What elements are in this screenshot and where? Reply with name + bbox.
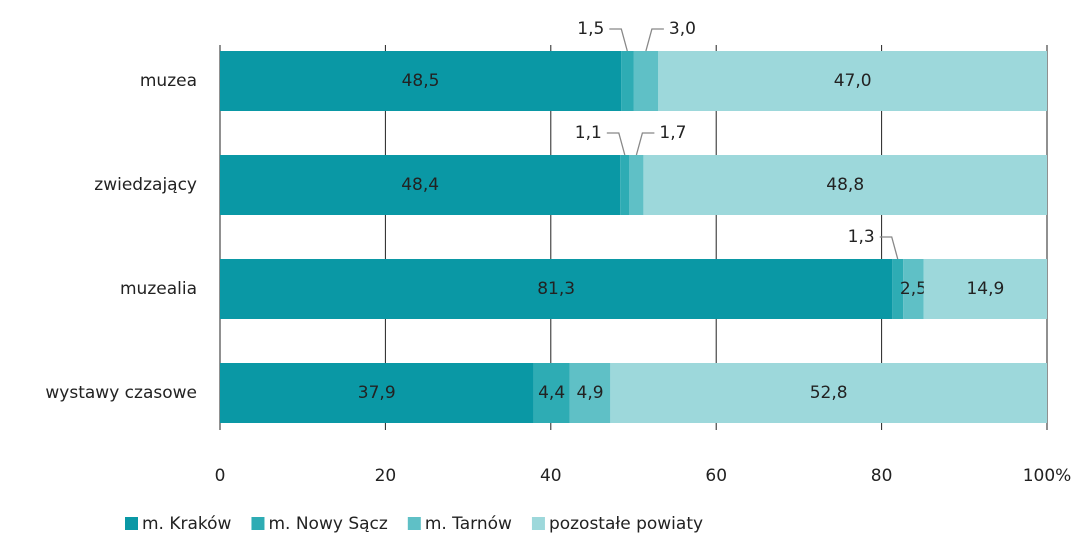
value-label: 48,5 (402, 71, 440, 91)
bar-segment (923, 259, 1047, 319)
value-label: 52,8 (810, 383, 848, 403)
legend-swatch (407, 517, 421, 530)
callout-line (606, 132, 626, 156)
legend-label: m. Kraków (142, 514, 232, 534)
value-label: 4,4 (538, 383, 565, 403)
x-tick-label: 80 (871, 466, 893, 486)
value-label: 48,4 (401, 175, 439, 195)
callout-line (879, 236, 899, 260)
value-label: 1,1 (575, 123, 602, 143)
bar-segment (892, 259, 904, 319)
value-label: 37,9 (358, 383, 396, 403)
bar-segment (220, 51, 622, 111)
value-label: 3,0 (669, 19, 696, 39)
x-tick-label: 0 (215, 466, 226, 486)
bar-segment (620, 155, 630, 215)
x-tick-label: 60 (705, 466, 727, 486)
bar-segment (633, 51, 659, 111)
legend-label: pozostałe powiaty (549, 514, 703, 534)
legend-label: m. Nowy Sącz (268, 514, 387, 534)
category-label: muzea (140, 71, 197, 91)
x-tick-label: 100% (1023, 466, 1072, 486)
x-tick-label: 20 (375, 466, 397, 486)
x-tick-label: 40 (540, 466, 562, 486)
value-label: 81,3 (537, 279, 575, 299)
category-label: zwiedzający (94, 175, 197, 195)
callout-line (609, 28, 628, 52)
bar-segment (569, 363, 611, 423)
value-label: 14,9 (966, 279, 1004, 299)
value-label: 1,5 (577, 19, 604, 39)
bar-segment (621, 51, 634, 111)
category-label: muzealia (120, 279, 197, 299)
bar-segment (220, 259, 893, 319)
bar-segment (533, 363, 570, 423)
bar-segment (610, 363, 1047, 423)
legend-swatch (125, 517, 138, 530)
bar-segment (629, 155, 644, 215)
bar-segment (643, 155, 1047, 215)
legend-swatch (531, 517, 545, 530)
callout-line (635, 132, 655, 156)
value-label: 1,3 (848, 227, 875, 247)
value-label: 2,5 (900, 279, 927, 299)
callout-line (645, 28, 664, 52)
bar-segment (903, 259, 924, 319)
value-label: 47,0 (834, 71, 872, 91)
value-label: 4,9 (577, 383, 604, 403)
bar-segment (658, 51, 1047, 111)
bar-segment (220, 363, 534, 423)
value-label: 1,7 (659, 123, 686, 143)
legend-label: m. Tarnów (425, 514, 512, 534)
legend-swatch (251, 517, 265, 530)
bar-segment (220, 155, 621, 215)
value-label: 48,8 (826, 175, 864, 195)
category-label: wystawy czasowe (45, 383, 197, 403)
